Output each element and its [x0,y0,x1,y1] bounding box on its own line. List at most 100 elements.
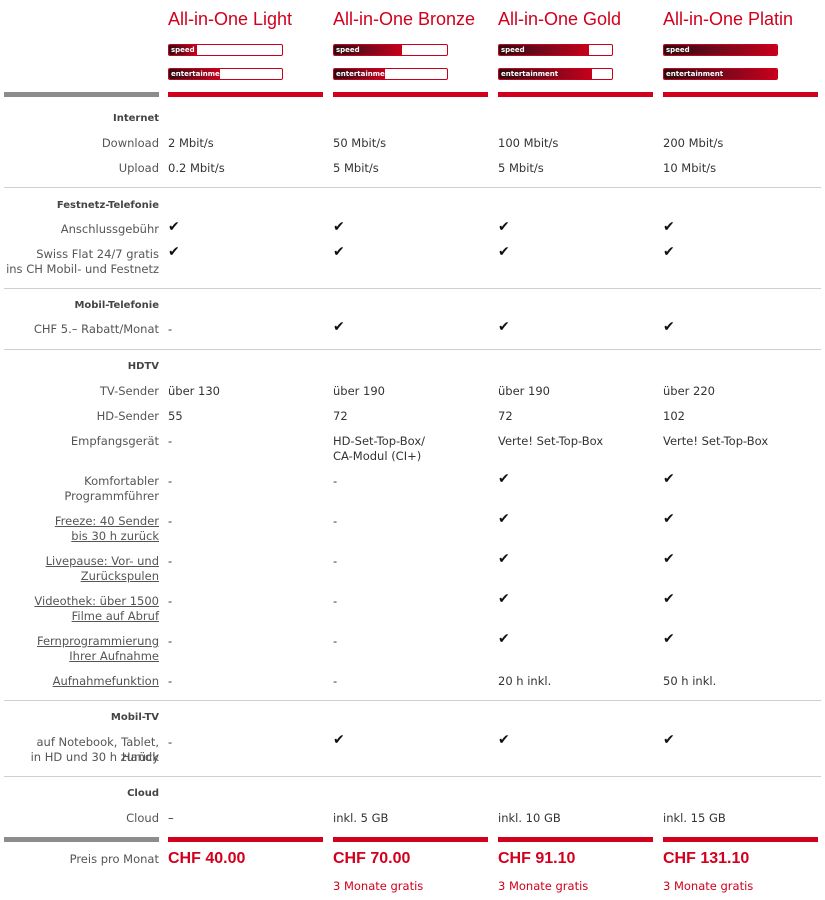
header-divider-platin [663,92,818,97]
cell-upload-platin: 10 Mbit/s [663,161,717,175]
entertainment-bar-light: entertainment [168,68,283,80]
cell-tvsender-platin: über 220 [663,384,715,398]
price-gold: CHF 91.10 [498,850,576,867]
promo-gold: 3 Monate gratis [498,879,589,893]
cell-notebook-light: - [168,735,173,749]
price-light: CHF 40.00 [168,850,246,867]
check-icon: ✔ [498,244,510,260]
cell-videothek-light: - [168,594,173,608]
row-label-swissflat-1: Swiss Flat 24/7 gratis [36,247,159,261]
check-icon: ✔ [663,591,675,607]
row-label-notebook-1: auf Notebook, Tablet, Handy [36,735,159,764]
speed-bar-gold: speed [498,44,613,56]
row-label-programm-2: Programmführer [64,489,159,503]
cell-geraet-light: - [168,434,173,448]
check-icon: ✔ [168,219,180,235]
cell-cloud-bronze: inkl. 5 GB [333,811,389,825]
link-livepause-2[interactable]: Zurückspulen [80,569,159,583]
entertainment-bar-gold: entertainment [498,68,613,80]
cell-download-gold: 100 Mbit/s [498,136,559,150]
cell-upload-light: 0.2 Mbit/s [168,161,225,175]
plan-title-gold: All-in-One Gold [498,9,622,29]
section-festnetz: Festnetz-Telefonie [56,200,159,211]
check-icon: ✔ [333,244,345,260]
promo-platin: 3 Monate gratis [663,879,754,893]
speed-bar-light: speed [168,44,283,56]
check-icon: ✔ [663,319,675,335]
check-icon: ✔ [498,319,510,335]
cell-tvsender-bronze: über 190 [333,384,385,398]
separator [4,187,821,188]
cell-aufnahme-light: - [168,674,173,688]
header-divider-bronze [333,92,488,97]
check-icon: ✔ [333,219,345,235]
footer-divider-gold [498,837,653,842]
check-icon: ✔ [498,219,510,235]
row-label-notebook-2: in HD und 30 h zurück [30,750,159,764]
plan-title-light: All-in-One Light [168,9,293,29]
link-fernprog-1[interactable]: Fernprogrammierung [36,634,159,648]
cell-geraet-gold: Verte! Set-Top-Box [498,434,604,448]
row-label-programm-1: Komfortabler [84,474,159,488]
section-cloud: Cloud [127,788,159,799]
cell-cloud-gold: inkl. 10 GB [498,811,561,825]
cell-freeze-bronze: - [333,514,338,528]
row-label-price: Preis pro Monat [69,852,159,866]
link-videothek-1[interactable]: Videothek: über 1500 [34,594,159,608]
entertainment-bar-bronze: entertainment [333,68,448,80]
separator [4,288,821,289]
check-icon: ✔ [498,732,510,748]
section-internet: Internet [112,113,159,124]
header-divider-light [168,92,323,97]
cell-cloud-light: – [168,811,174,825]
row-label-tvsender: TV-Sender [99,384,159,398]
cell-programm-light: - [168,474,173,488]
cell-fernprog-light: - [168,634,173,648]
header-divider-grey [4,92,159,97]
row-label-hdsender: HD-Sender [96,409,159,423]
separator [4,700,821,701]
separator [4,349,821,350]
speed-bar-platin: speed [663,44,778,56]
promo-bronze: 3 Monate gratis [333,879,424,893]
check-icon: ✔ [498,511,510,527]
check-icon: ✔ [663,732,675,748]
check-icon: ✔ [333,732,345,748]
cell-download-bronze: 50 Mbit/s [333,136,387,150]
check-icon: ✔ [168,244,180,260]
cell-livepause-light: - [168,554,173,568]
section-mobiltv: Mobil-TV [110,712,159,723]
check-icon: ✔ [333,319,345,335]
link-fernprog-2[interactable]: Ihrer Aufnahme [69,649,159,663]
cell-geraet-bronze: HD-Set-Top-Box/ [333,434,426,448]
cell-videothek-bronze: - [333,594,338,608]
separator [4,776,821,777]
header-divider-gold [498,92,653,97]
cell-tvsender-light: über 130 [168,384,220,398]
entertainment-bar-platin: entertainment [663,68,778,80]
link-livepause-1[interactable]: Livepause: Vor- und [45,554,159,568]
link-freeze-2[interactable]: bis 30 h zurück [71,529,159,543]
cell-aufnahme-gold: 20 h inkl. [498,674,552,688]
footer-divider-platin [663,837,818,842]
link-videothek-2[interactable]: Filme auf Abruf [71,609,159,623]
link-freeze-1[interactable]: Freeze: 40 Sender [54,514,159,528]
footer-divider-bronze [333,837,488,842]
cell-cloud-platin: inkl. 15 GB [663,811,726,825]
cell-hdsender-light: 55 [168,409,183,423]
plan-title-bronze: All-in-One Bronze [333,9,476,29]
cell-freeze-light: - [168,514,173,528]
plan-title-platin: All-in-One Platin [663,9,794,29]
cell-rabatt-light: - [168,322,173,336]
cell-aufnahme-platin: 50 h inkl. [663,674,717,688]
price-platin: CHF 131.10 [663,850,750,867]
check-icon: ✔ [663,631,675,647]
cell-geraet-platin: Verte! Set-Top-Box [663,434,769,448]
price-bronze: CHF 70.00 [333,850,411,867]
row-label-swissflat-2: ins CH Mobil- und Festnetz [6,262,159,276]
cell-geraet-bronze-extra: CA-Modul (CI+) [333,449,422,463]
link-aufnahme[interactable]: Aufnahmefunktion [52,674,159,688]
check-icon: ✔ [498,471,510,487]
row-label-rabatt: CHF 5.– Rabatt/Monat [33,322,159,336]
row-label-anschluss: Anschlussgebühr [60,222,159,236]
